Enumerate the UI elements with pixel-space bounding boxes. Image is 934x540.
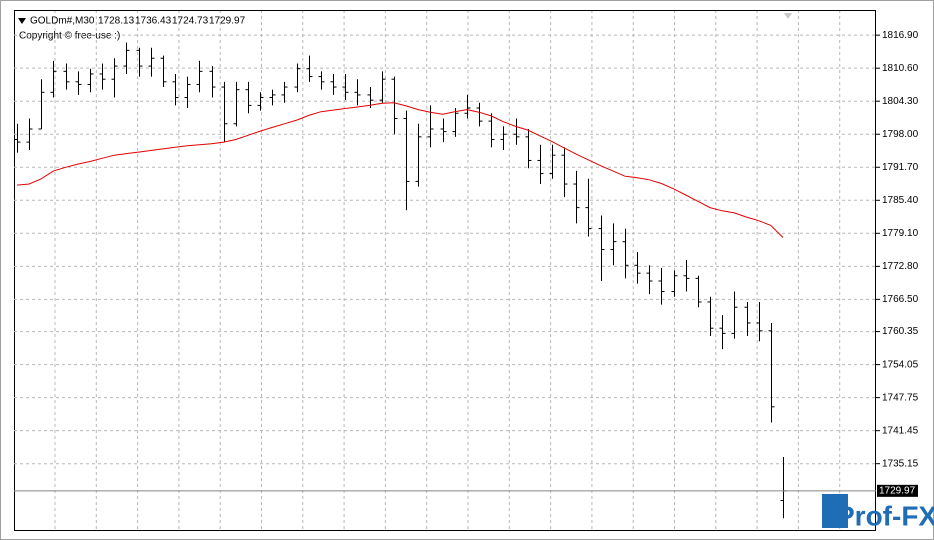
y-tick-label: 1785.40	[882, 195, 919, 206]
watermark: Prof-FX	[836, 500, 934, 531]
y-tick-label: 1779.10	[882, 228, 919, 239]
y-tick-label: 1772.80	[882, 261, 919, 272]
y-tick-label: 1760.35	[882, 326, 919, 337]
y-tick-label: 1741.45	[882, 425, 919, 436]
symbol-menu-arrow[interactable]	[18, 18, 26, 24]
y-tick-label: 1747.75	[882, 392, 919, 403]
y-tick-label: 1816.90	[882, 30, 919, 41]
moving-average	[16, 102, 784, 238]
last-high: 1736.43	[135, 16, 172, 27]
y-tick-label: 1804.30	[882, 96, 919, 107]
y-tick-label: 1798.00	[882, 129, 919, 140]
plot-frame	[14, 10, 876, 531]
y-tick-label: 1810.60	[882, 63, 919, 74]
last-low: 1724.73	[172, 16, 209, 27]
price-label-box	[877, 484, 918, 497]
symbol: GOLDm#,M30	[30, 16, 95, 27]
last-close: 1729.97	[209, 16, 246, 27]
y-tick-label: 1735.15	[882, 458, 919, 469]
shift-marker	[784, 13, 792, 19]
y-tick-label: 1754.05	[882, 359, 919, 370]
price-label: 1729.97	[879, 485, 916, 496]
last-open: 1728.13	[98, 16, 135, 27]
logo-mark	[822, 494, 848, 528]
y-tick-label: 1766.50	[882, 294, 919, 305]
y-tick-label: 1791.70	[882, 162, 919, 173]
copyright: Copyright © free-use :)	[19, 31, 120, 42]
